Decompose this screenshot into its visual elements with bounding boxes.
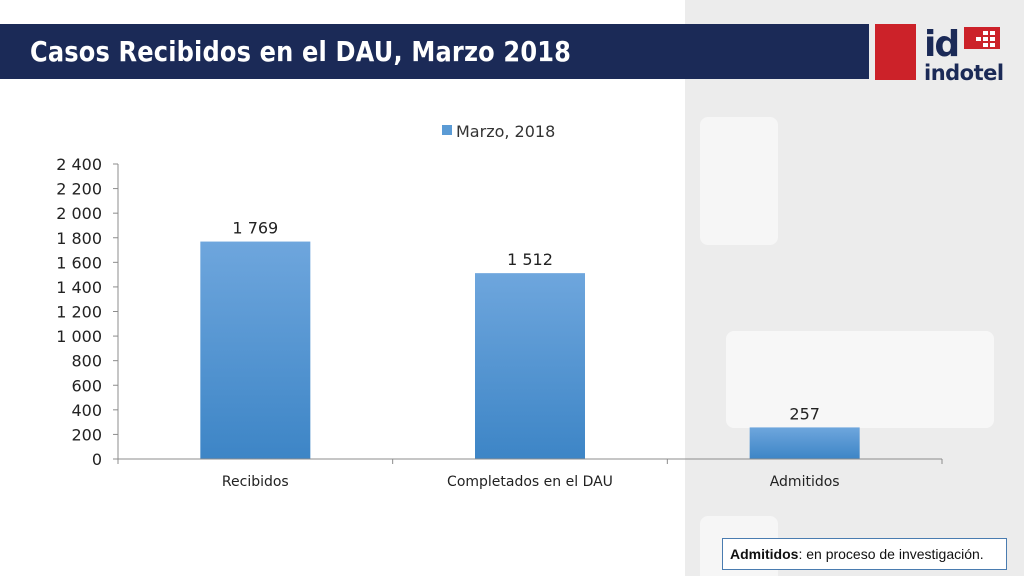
x-tick-label: Completados en el DAU (447, 474, 613, 490)
logo-mark: id (924, 24, 958, 65)
legend-label: Marzo, 2018 (456, 122, 555, 141)
y-tick-label: 200 (71, 425, 102, 444)
background-panel (685, 0, 1024, 576)
background-shape (726, 331, 994, 428)
logo-red-square (875, 24, 916, 80)
data-label: 1 512 (507, 250, 553, 269)
y-tick-label: 400 (71, 401, 102, 420)
y-tick-label: 800 (71, 352, 102, 371)
x-axis: Recibidos Completados en el DAU Admitidos (117, 458, 943, 490)
x-tick-label: Recibidos (222, 474, 289, 490)
bar (200, 241, 311, 459)
footnote-text: : en proceso de investigación. (798, 546, 984, 562)
footnote-box: Admitidos: en proceso de investigación. (722, 538, 1007, 570)
y-tick-label: 1 000 (56, 327, 102, 346)
logo-wordmark: indotel (924, 61, 1004, 82)
x-tick-label: Admitidos (770, 474, 840, 490)
data-label: 257 (789, 404, 820, 423)
bar (749, 427, 860, 459)
y-tick-label: 1 600 (56, 253, 102, 272)
y-tick-label: 1 200 (56, 303, 102, 322)
y-tick-label: 2 400 (56, 155, 102, 174)
indotel-logo: id indotel (875, 24, 1004, 82)
legend-swatch (442, 125, 452, 135)
y-tick-label: 2 000 (56, 204, 102, 223)
y-tick-label: 2 200 (56, 180, 102, 199)
background-shape (700, 117, 778, 245)
y-tick-label: 1 800 (56, 229, 102, 248)
footnote-bold-label: Admitidos (730, 546, 799, 562)
y-axis: 0 200 400 600 800 1 000 1 200 1 400 1 600 1 800 2 … (56, 155, 119, 469)
legend: Marzo, 2018 (442, 122, 555, 141)
title-bar (0, 24, 869, 79)
logo-grid-icon (964, 27, 1000, 49)
data-labels: 1 769 1 512 257 (232, 219, 820, 424)
y-tick-label: 600 (71, 376, 102, 395)
bars (200, 241, 860, 459)
y-tick-label: 0 (92, 450, 102, 469)
bar (475, 273, 585, 459)
y-tick-label: 1 400 (56, 278, 102, 297)
slide-title: Casos Recibidos en el DAU, Marzo 2018 (30, 35, 572, 68)
data-label: 1 769 (232, 219, 278, 238)
